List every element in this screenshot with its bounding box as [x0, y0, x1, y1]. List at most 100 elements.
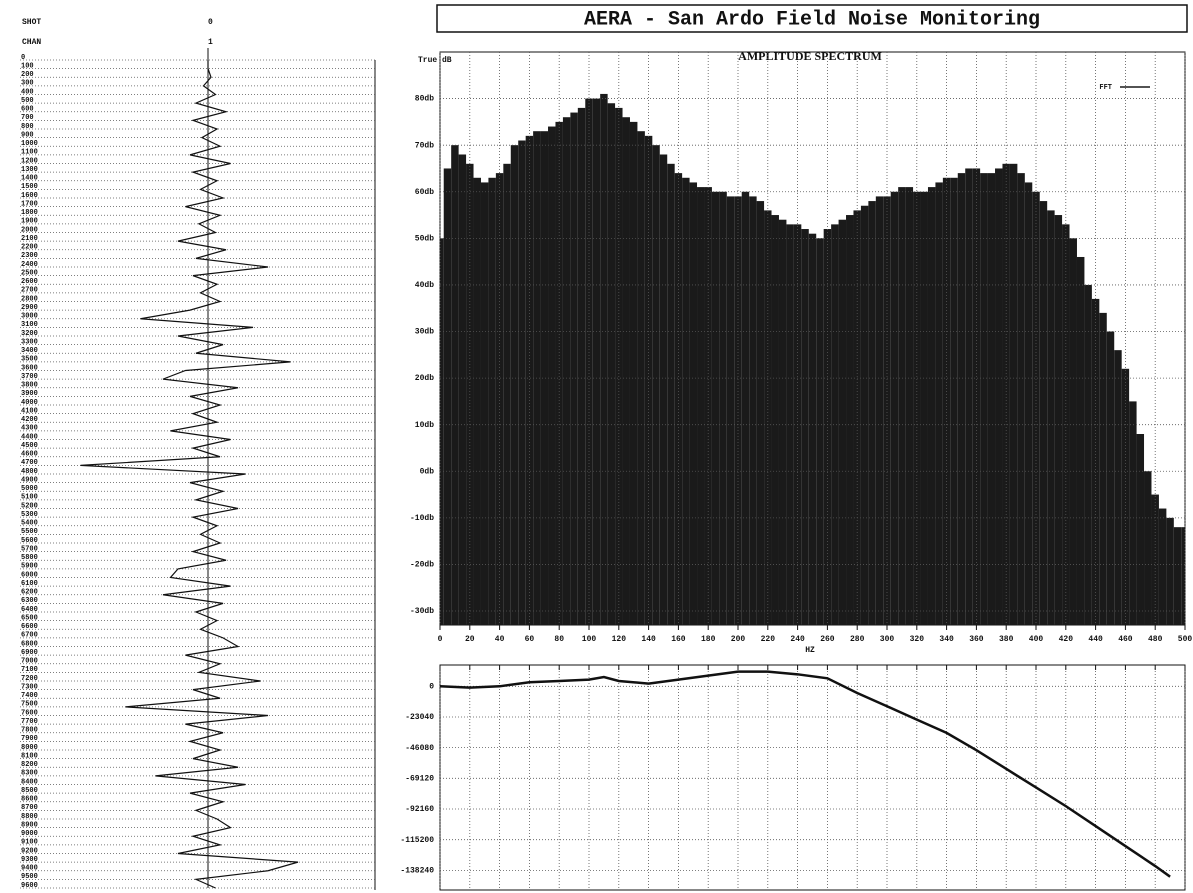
y-tick-label: 3900	[21, 390, 38, 398]
spectrum-bar	[577, 107, 586, 625]
spectrum-bar	[711, 191, 720, 625]
y-tick-label: 7900	[21, 735, 38, 743]
y-tick-label: 3200	[21, 330, 38, 338]
y-tick-label: 6300	[21, 597, 38, 605]
spectrum-bar	[927, 187, 936, 625]
spectrum-bar	[846, 215, 854, 626]
y-tick-label: 7600	[21, 709, 38, 717]
y-tick-label: 5100	[21, 494, 38, 502]
spectrum-bar	[488, 177, 496, 625]
x-tick-label: 260	[820, 635, 835, 644]
spectrum-bar	[1099, 312, 1107, 625]
y-tick-label: 900	[21, 131, 34, 139]
y-tick-label: 7700	[21, 718, 38, 726]
y-tick-label: 1800	[21, 209, 38, 217]
spectrum-bar	[920, 191, 928, 625]
chart-title: AMPLITUDE SPECTRUM	[738, 49, 882, 63]
spectrum-bar	[853, 210, 861, 625]
spectrum-bar	[972, 168, 981, 625]
y-tick-label: 0	[21, 54, 25, 62]
y-tick-label: 600	[21, 106, 34, 114]
y-tick-label: 3300	[21, 338, 38, 346]
header-value: 0	[208, 18, 213, 27]
spectrum-bar	[689, 182, 698, 625]
spectrum-bar	[525, 135, 534, 626]
y-tick-label: 300	[21, 80, 34, 88]
x-axis-label: HZ	[805, 646, 815, 655]
y-tick-label: 1700	[21, 200, 38, 208]
y-tick-label: 6500	[21, 614, 38, 622]
spectrum-bar	[1076, 256, 1085, 625]
y-tick-label: 30db	[415, 328, 434, 337]
spectrum-bar	[495, 173, 504, 625]
spectrum-bar	[786, 224, 794, 626]
y-tick-label: 3600	[21, 364, 38, 372]
spectrum-bar	[548, 126, 556, 625]
spectrum-bar	[749, 196, 757, 626]
y-tick-label: 3100	[21, 321, 38, 329]
y-tick-label: 4700	[21, 459, 38, 467]
spectrum-bar	[682, 177, 690, 625]
spectrum-bar	[562, 117, 571, 625]
x-tick-label: 80	[554, 635, 564, 644]
y-tick-label: 1900	[21, 218, 38, 226]
spectrum-bar	[1091, 298, 1100, 625]
spectrum-bar	[778, 219, 787, 625]
y-tick-label: 3500	[21, 356, 38, 364]
y-tick-label: 7100	[21, 666, 38, 674]
header-value: 1	[208, 38, 213, 47]
spectrum-bar	[980, 173, 988, 625]
y-tick-label: 2500	[21, 269, 38, 277]
spectrum-bar	[1181, 527, 1185, 625]
spectrum-bar	[868, 201, 876, 625]
header-label: CHAN	[22, 38, 41, 47]
spectrum-bar	[764, 210, 772, 625]
y-tick-label: 4300	[21, 425, 38, 433]
spectrum-bar	[965, 168, 973, 625]
y-tick-label: 9600	[21, 882, 38, 890]
spectrum-bar	[629, 121, 638, 625]
spectrum-bar	[1032, 191, 1040, 625]
y-tick-label: 6000	[21, 571, 38, 579]
title-box	[436, 4, 1188, 33]
spectrum-bar	[1129, 401, 1137, 625]
y-tick-label: 4900	[21, 476, 38, 484]
spectrum-bar	[697, 187, 705, 625]
spectrum-bar	[1069, 238, 1077, 625]
y-tick-label: 8500	[21, 787, 38, 795]
y-tick-label: 0	[429, 682, 434, 691]
y-tick-label: 40db	[415, 281, 434, 290]
x-tick-label: 180	[701, 635, 716, 644]
spectrum-bar	[615, 107, 623, 625]
y-tick-label: 6600	[21, 623, 38, 631]
y-tick-label: -10db	[410, 514, 434, 523]
y-tick-label: -138240	[400, 866, 434, 875]
x-tick-label: 240	[790, 635, 805, 644]
y-tick-label: -23040	[405, 713, 434, 722]
y-tick-label: 7800	[21, 727, 38, 735]
y-tick-label: 5500	[21, 528, 38, 536]
spectrum-bar	[838, 219, 847, 625]
spectrum-bar	[995, 168, 1003, 625]
y-tick-label: 6900	[21, 649, 38, 657]
y-tick-label: 8000	[21, 744, 38, 752]
spectrum-bar	[1084, 284, 1092, 625]
y-tick-label: 4400	[21, 433, 38, 441]
y-tick-label: 3400	[21, 347, 38, 355]
x-tick-label: 120	[612, 635, 627, 644]
spectrum-bar	[801, 229, 809, 625]
spectrum-bar	[1024, 182, 1033, 625]
y-tick-label: 2000	[21, 226, 38, 234]
y-tick-label: -92160	[405, 805, 434, 814]
y-tick-label: 2100	[21, 235, 38, 243]
y-tick-label: 3700	[21, 373, 38, 381]
x-tick-label: 480	[1148, 635, 1163, 644]
y-tick-label: 20db	[415, 374, 434, 383]
spectrum-bar	[719, 191, 727, 625]
y-tick-label: 6100	[21, 580, 38, 588]
y-tick-label: 1500	[21, 183, 38, 191]
spectrum-bar	[771, 215, 779, 626]
x-tick-label: 220	[761, 635, 776, 644]
y-tick-label: 8200	[21, 761, 38, 769]
spectrum-bar	[1047, 210, 1055, 625]
